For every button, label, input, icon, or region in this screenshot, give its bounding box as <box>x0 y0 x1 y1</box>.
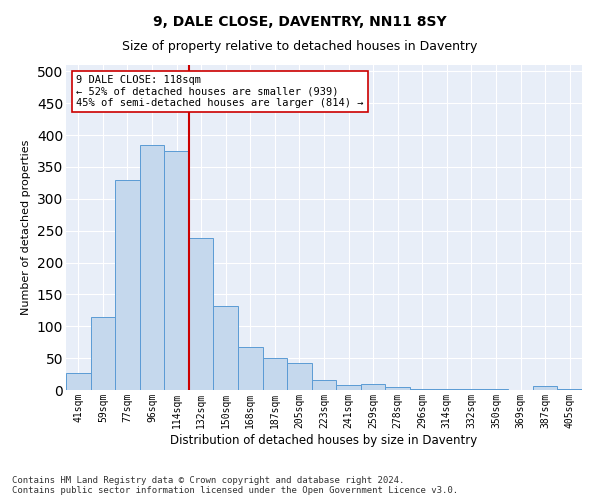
Text: 9, DALE CLOSE, DAVENTRY, NN11 8SY: 9, DALE CLOSE, DAVENTRY, NN11 8SY <box>153 15 447 29</box>
Y-axis label: Number of detached properties: Number of detached properties <box>21 140 31 315</box>
Bar <box>189 238 214 390</box>
Bar <box>336 385 361 390</box>
Bar <box>312 380 336 390</box>
X-axis label: Distribution of detached houses by size in Daventry: Distribution of detached houses by size … <box>170 434 478 446</box>
Bar <box>66 373 91 390</box>
Text: Size of property relative to detached houses in Daventry: Size of property relative to detached ho… <box>122 40 478 53</box>
Bar <box>238 346 263 390</box>
Bar <box>410 388 434 390</box>
Bar <box>361 384 385 390</box>
Bar <box>385 387 410 390</box>
Bar <box>164 151 189 390</box>
Bar <box>214 306 238 390</box>
Bar <box>91 316 115 390</box>
Bar <box>140 144 164 390</box>
Text: Contains HM Land Registry data © Crown copyright and database right 2024.
Contai: Contains HM Land Registry data © Crown c… <box>12 476 458 495</box>
Bar <box>115 180 140 390</box>
Text: 9 DALE CLOSE: 118sqm
← 52% of detached houses are smaller (939)
45% of semi-deta: 9 DALE CLOSE: 118sqm ← 52% of detached h… <box>76 74 364 108</box>
Bar <box>287 362 312 390</box>
Bar <box>533 386 557 390</box>
Bar <box>263 358 287 390</box>
